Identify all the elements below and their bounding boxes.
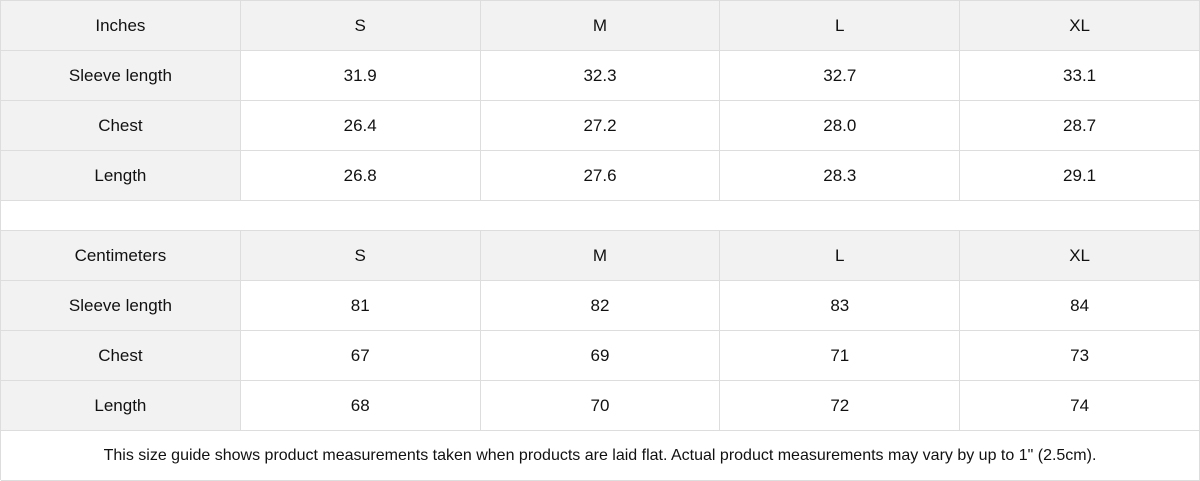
table-cell: 32.7 [720, 51, 961, 100]
table-cell: 73 [960, 331, 1200, 380]
table-row: Length 26.8 27.6 28.3 29.1 [1, 151, 1200, 201]
table-cell: 83 [720, 281, 961, 330]
table-cell: 84 [960, 281, 1200, 330]
header-cell: L [720, 231, 961, 280]
table-row: Chest 26.4 27.2 28.0 28.7 [1, 101, 1200, 151]
row-label: Chest [1, 331, 241, 380]
table-cell: 33.1 [960, 51, 1200, 100]
table-row: Sleeve length 81 82 83 84 [1, 281, 1200, 331]
header-cell: Centimeters [1, 231, 241, 280]
header-cell: XL [960, 231, 1200, 280]
table-cell: 69 [481, 331, 721, 380]
row-label: Sleeve length [1, 281, 241, 330]
table-cell: 27.2 [481, 101, 721, 150]
inches-table: Inches S M L XL Sleeve length 31.9 32.3 32.7 33.1… [1, 1, 1200, 201]
table-cell: 71 [720, 331, 961, 380]
table-cell: 70 [481, 381, 721, 430]
table-row: Sleeve length 31.9 32.3 32.7 33.1 [1, 51, 1200, 101]
header-cell: S [240, 231, 481, 280]
table-cell: 68 [241, 381, 481, 430]
table-cell: 28.7 [960, 101, 1200, 150]
header-row: Inches S M L XL [1, 1, 1200, 51]
spacer-row [1, 201, 1200, 231]
row-label: Length [1, 381, 241, 430]
row-label: Length [1, 151, 241, 200]
table-cell: 81 [241, 281, 481, 330]
table-cell: 26.4 [241, 101, 481, 150]
header-cell: S [240, 1, 481, 50]
table-row: Chest 67 69 71 73 [1, 331, 1200, 381]
header-cell: M [480, 1, 721, 50]
table-cell: 74 [960, 381, 1200, 430]
table-row: Length 68 70 72 74 [1, 381, 1200, 431]
header-cell: M [480, 231, 721, 280]
table-cell: 82 [481, 281, 721, 330]
table-cell: 67 [241, 331, 481, 380]
header-cell: Inches [1, 1, 241, 50]
table-cell: 28.0 [720, 101, 961, 150]
table-cell: 32.3 [481, 51, 721, 100]
table-cell: 72 [720, 381, 961, 430]
table-cell: 26.8 [241, 151, 481, 200]
row-label: Chest [1, 101, 241, 150]
centimeters-table: Centimeters S M L XL Sleeve length 81 82 83 84 Che… [1, 231, 1200, 431]
header-cell: XL [960, 1, 1200, 50]
table-cell: 31.9 [241, 51, 481, 100]
row-label: Sleeve length [1, 51, 241, 100]
table-cell: 28.3 [720, 151, 961, 200]
table-cell: 29.1 [960, 151, 1200, 200]
measurement-note: This size guide shows product measuremen… [1, 431, 1200, 481]
header-row: Centimeters S M L XL [1, 231, 1200, 281]
table-cell: 27.6 [481, 151, 721, 200]
header-cell: L [720, 1, 961, 50]
